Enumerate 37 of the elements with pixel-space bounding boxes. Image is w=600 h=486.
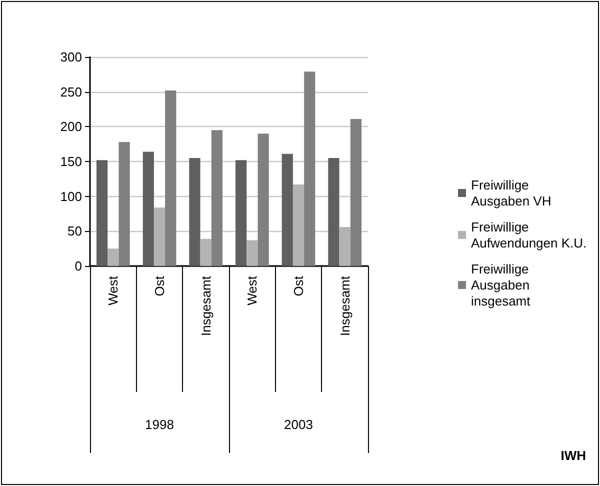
bar xyxy=(211,130,223,266)
bar xyxy=(165,90,176,266)
legend-label: Freiwillige Ausgaben insgesamt xyxy=(471,262,534,308)
bar xyxy=(292,184,304,266)
bar xyxy=(328,158,340,266)
y-tick-label: 200 xyxy=(60,119,82,134)
bar xyxy=(350,119,362,266)
bar xyxy=(339,226,350,266)
bar xyxy=(108,248,119,266)
bar xyxy=(304,72,316,266)
text: 2003 xyxy=(284,417,313,432)
y-tick-label: 100 xyxy=(60,188,82,204)
legend-label: Freiwillige Ausgaben VH xyxy=(471,178,552,208)
text: 1998 xyxy=(145,417,174,432)
bar xyxy=(200,238,212,266)
y-tick-label: 250 xyxy=(60,84,82,100)
bar xyxy=(154,207,166,266)
bar xyxy=(189,158,200,266)
y-tick-label: 150 xyxy=(60,154,82,169)
bar xyxy=(258,134,269,266)
bar xyxy=(118,142,130,266)
y-tick-label: 50 xyxy=(68,224,82,239)
x-tick-label: Insgesamt xyxy=(198,276,214,336)
x-tick-label: Ost xyxy=(291,276,306,296)
y-tick-label: 0 xyxy=(74,258,82,274)
bar xyxy=(142,152,154,266)
x-tick-label: Insgesamt xyxy=(337,276,352,336)
y-tick-label: 300 xyxy=(60,50,82,64)
bar xyxy=(246,240,258,266)
text: IWH xyxy=(560,448,586,463)
bar xyxy=(235,160,247,266)
bar xyxy=(282,154,293,266)
legend-label: Freiwillige Aufwendungen K.U. xyxy=(471,220,587,250)
x-tick-label: West xyxy=(244,276,260,306)
x-tick-label: Ost xyxy=(152,276,167,296)
x-tick-label: West xyxy=(106,276,121,306)
bar xyxy=(96,160,108,266)
